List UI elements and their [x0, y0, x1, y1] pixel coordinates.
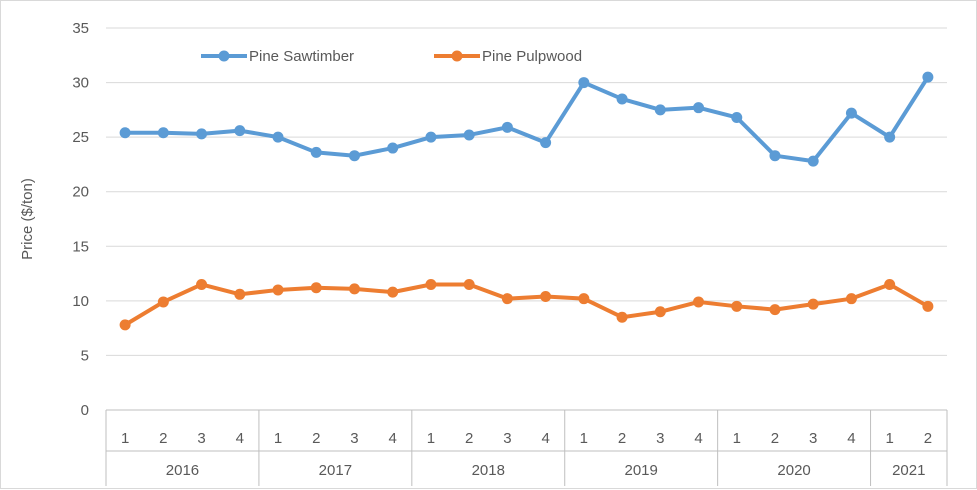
series-line-1 — [124, 282, 929, 327]
data-point — [196, 278, 208, 290]
x-tick-label: 3 — [503, 430, 511, 447]
x-group-label: 2019 — [624, 462, 657, 479]
data-point — [119, 127, 131, 139]
x-tick-label: 3 — [197, 430, 205, 447]
data-point — [157, 296, 169, 308]
data-point — [540, 137, 552, 149]
data-point — [693, 296, 705, 308]
data-point — [807, 298, 819, 310]
x-tick-label: 2 — [159, 430, 167, 447]
legend-marker-1 — [451, 50, 463, 62]
data-point — [272, 284, 284, 296]
data-point — [922, 71, 934, 83]
data-point — [693, 102, 705, 114]
data-point — [157, 127, 169, 139]
x-tick-label: 4 — [389, 430, 397, 447]
x-tick-label: 3 — [350, 430, 358, 447]
x-tick-label: 2 — [924, 430, 932, 447]
y-tick-label: 0 — [81, 402, 89, 419]
data-point — [272, 131, 284, 143]
data-point — [463, 129, 475, 141]
data-point — [348, 150, 360, 162]
x-tick-label: 4 — [541, 430, 549, 447]
data-point — [119, 319, 131, 331]
data-point — [310, 282, 322, 294]
data-point — [845, 107, 857, 119]
x-tick-label: 4 — [694, 430, 702, 447]
data-point — [310, 146, 322, 158]
y-axis-label: Price ($/ton) — [19, 178, 36, 260]
data-point — [884, 131, 896, 143]
y-tick-label: 15 — [72, 238, 89, 255]
x-tick-label: 1 — [121, 430, 129, 447]
legend-marker-0 — [218, 50, 230, 62]
data-point — [616, 311, 628, 323]
data-point — [463, 278, 475, 290]
x-tick-label: 1 — [427, 430, 435, 447]
data-point — [731, 300, 743, 312]
x-tick-label: 3 — [656, 430, 664, 447]
y-tick-label: 5 — [81, 347, 89, 364]
x-tick-label: 1 — [274, 430, 282, 447]
data-point — [578, 293, 590, 305]
data-point — [387, 142, 399, 154]
data-point — [348, 283, 360, 295]
data-point — [425, 278, 437, 290]
data-point — [654, 306, 666, 318]
x-tick-label: 2 — [312, 430, 320, 447]
y-tick-label: 30 — [72, 75, 89, 92]
data-point — [616, 93, 628, 105]
x-group-label: 2020 — [777, 462, 810, 479]
data-point — [807, 155, 819, 167]
x-group-label: 2016 — [166, 462, 199, 479]
data-point — [540, 290, 552, 302]
data-point — [884, 278, 896, 290]
data-point — [731, 111, 743, 123]
x-tick-label: 1 — [733, 430, 741, 447]
data-point — [769, 304, 781, 316]
data-point — [769, 150, 781, 162]
x-tick-label: 1 — [580, 430, 588, 447]
y-tick-label: 20 — [72, 184, 89, 201]
x-group-label: 2017 — [319, 462, 352, 479]
data-point — [387, 286, 399, 298]
x-tick-label: 4 — [847, 430, 855, 447]
legend-label: Pine Pulpwood — [482, 48, 582, 65]
data-point — [654, 104, 666, 116]
x-group-label: 2018 — [472, 462, 505, 479]
data-point — [845, 293, 857, 305]
data-point — [922, 300, 934, 312]
data-point — [425, 131, 437, 143]
data-point — [234, 288, 246, 300]
data-point — [578, 77, 590, 89]
data-point — [501, 121, 513, 133]
x-tick-label: 4 — [236, 430, 244, 447]
data-point — [196, 128, 208, 140]
data-point — [501, 293, 513, 305]
x-tick-label: 3 — [809, 430, 817, 447]
y-tick-label: 35 — [72, 20, 89, 37]
legend-label: Pine Sawtimber — [249, 48, 354, 65]
y-tick-label: 10 — [72, 293, 89, 310]
x-tick-label: 1 — [885, 430, 893, 447]
series-line-0 — [125, 76, 930, 164]
x-tick-label: 2 — [618, 430, 626, 447]
x-tick-label: 2 — [465, 430, 473, 447]
data-point — [234, 125, 246, 137]
x-tick-label: 2 — [771, 430, 779, 447]
y-tick-label: 25 — [72, 129, 89, 146]
x-group-label: 2021 — [892, 462, 925, 479]
